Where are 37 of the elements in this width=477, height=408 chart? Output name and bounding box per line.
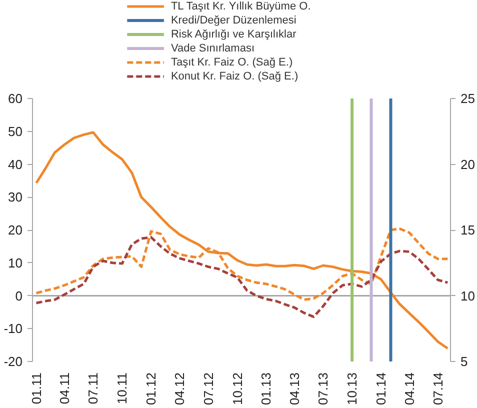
y-tick-label: 60 (8, 91, 23, 106)
y2-tick-label: 20 (460, 156, 475, 172)
y2-tick-label: 25 (460, 91, 475, 106)
y2-tick-label: 5 (460, 354, 468, 369)
y-tick-label: 0 (15, 288, 23, 304)
line-series (35, 236, 449, 318)
x-tick-label: 10.11 (114, 372, 130, 404)
y2-tick-label: 10 (460, 288, 475, 304)
x-tick-label: 07.12 (200, 372, 216, 406)
y2-tick-label: 15 (460, 222, 475, 238)
legend-label: Risk Ağırlığı ve Karşılıklar (170, 28, 297, 40)
legend-label: Konut Kr. Faiz O. (Sağ E.) (170, 70, 298, 82)
y-tick-label: 40 (8, 156, 23, 172)
x-tick-label: 04.11 (57, 372, 72, 404)
y-tick-label: 30 (8, 190, 23, 205)
x-tick-label: 07.13 (316, 372, 331, 406)
y-tick-label: 20 (8, 222, 23, 238)
legend-label: Kredi/Değer Düzenlemesi (170, 14, 296, 26)
legend-label: Taşıt Kr. Faiz O. (Sağ E.) (170, 56, 293, 68)
x-tick-label: 04.14 (402, 372, 417, 406)
legend-label: Vade Sınırlaması (170, 42, 255, 54)
line-series (35, 131, 449, 350)
x-tick-label: 07.14 (430, 372, 446, 406)
x-tick-label: 10.13 (344, 372, 360, 406)
legend-label: TL Taşıt Kr. Yıllık Büyüme O. (170, 0, 311, 12)
x-tick-label: 01.12 (144, 372, 159, 406)
x-tick-label: 10.12 (230, 372, 245, 406)
x-tick-label: 01.11 (28, 372, 44, 404)
x-tick-label: 01.14 (373, 372, 388, 406)
y-tick-label: -10 (4, 321, 23, 336)
y-tick-label: 50 (8, 124, 23, 139)
x-tick-label: 04.12 (172, 372, 188, 406)
y-tick-label: 10 (8, 255, 23, 270)
x-tick-label: 07.11 (86, 372, 101, 404)
x-tick-label: 04.13 (286, 372, 302, 406)
x-tick-label: 01.13 (258, 372, 274, 406)
y-tick-label: -20 (4, 354, 23, 369)
